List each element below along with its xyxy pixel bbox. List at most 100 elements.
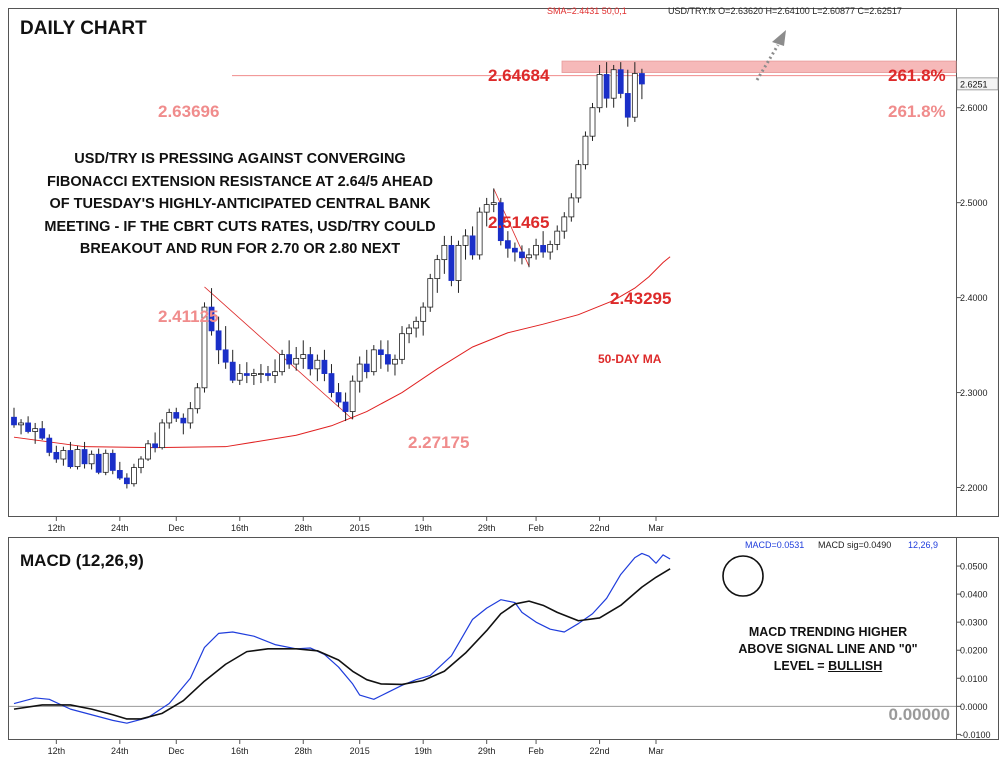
candle [420, 302, 427, 336]
zero-level-label: 0.00000 [889, 705, 950, 724]
date-axis-label: 24th [111, 746, 129, 756]
commentary-line: MEETING - IF THE CBRT CUTS RATES, USD/TR… [44, 218, 436, 235]
macd-axis-label: 0.0100 [960, 674, 988, 684]
candle [631, 62, 638, 122]
candle [547, 240, 554, 260]
candle-body [131, 467, 137, 485]
candle [46, 434, 53, 457]
candle-body [286, 354, 293, 365]
level-label-2-27175: 2.27175 [408, 433, 469, 452]
breakout-arrow-head [772, 30, 786, 46]
level-label-2-63696: 2.63696 [158, 102, 219, 121]
candle-body [74, 449, 81, 468]
candle-body [385, 354, 391, 365]
candle [427, 273, 434, 312]
candle [81, 441, 88, 469]
candle-body [145, 443, 151, 460]
date-axis-label: 2015 [350, 523, 370, 533]
candle-body [60, 450, 67, 460]
candle-body [356, 363, 363, 382]
fib-extension-label-lower: 261.8% [888, 102, 946, 121]
level-label-2-64684: 2.64684 [488, 66, 550, 85]
macd-commentary-line: LEVEL = BULLISH [728, 658, 928, 675]
date-axis-label: 16th [231, 746, 249, 756]
level-label-2-43295: 2.43295 [610, 289, 671, 308]
macd-commentary-line: ABOVE SIGNAL LINE AND "0" [738, 642, 918, 656]
candle [293, 346, 300, 371]
candle-body [222, 349, 229, 363]
macd-axis-label: 0.0200 [960, 646, 988, 656]
candle [265, 365, 271, 382]
candle [533, 238, 539, 260]
macd-params-readout: 12,26,9 [908, 540, 938, 550]
macd-chart: 0.0500 0.0400 0.0300 0.0200 0.0100 0.0000 -0.0… [9, 552, 991, 740]
candle [610, 64, 617, 108]
candle-body [610, 69, 617, 99]
candle-body [349, 380, 356, 412]
candle-body [95, 453, 102, 473]
candle-body [229, 361, 236, 381]
macd-axis-label: 0.0400 [960, 590, 988, 600]
candle [526, 248, 532, 268]
candle [476, 207, 483, 260]
candle-body [519, 251, 525, 259]
candle [434, 254, 441, 293]
candle-body [617, 69, 624, 94]
candle [497, 197, 504, 246]
candle [300, 340, 307, 369]
candle [25, 416, 32, 434]
candle [519, 245, 525, 265]
candle-body [363, 363, 370, 373]
candle [18, 419, 24, 435]
signal-line [13, 568, 671, 720]
candle [561, 212, 568, 239]
candle-body [603, 74, 610, 99]
candle-body [638, 73, 645, 85]
date-axis-label: 29th [478, 746, 496, 756]
candle-body [335, 392, 342, 403]
macd-signal-readout: MACD sig=0.0490 [818, 540, 891, 550]
candle [469, 226, 476, 260]
date-axis-label: 24th [111, 523, 129, 533]
candle [32, 422, 39, 444]
candle-body [399, 333, 405, 360]
date-axis-label: Dec [168, 523, 185, 533]
macd-axis-label: 0.0300 [960, 618, 988, 628]
candle [342, 392, 349, 422]
candle [102, 449, 109, 476]
candle-body [109, 452, 116, 471]
candle-body [180, 417, 187, 424]
candle [39, 421, 46, 441]
candle [250, 368, 257, 385]
ohlc-readout: USD/TRY.fx O=2.63620 H=2.64100 L=2.60877… [668, 6, 902, 16]
candle-body [575, 164, 582, 199]
candle-body [427, 278, 434, 308]
date-axis-label: 28th [294, 523, 312, 533]
candle-body [321, 359, 328, 374]
candle-body [413, 320, 420, 329]
price-axis-label: 2.3000 [960, 388, 988, 398]
candle [455, 240, 462, 293]
last-price-box [956, 77, 999, 91]
candle-body [39, 428, 46, 439]
candle-body [293, 357, 300, 365]
candle [173, 407, 180, 422]
candle [399, 326, 405, 365]
candle [67, 441, 74, 469]
price-commentary: USD/TRY IS PRESSING AGAINST CONVERGING F… [30, 148, 450, 261]
date-axis-label: 29th [478, 523, 496, 533]
price-axis-panel [956, 8, 999, 517]
candle [321, 349, 328, 382]
candle [201, 302, 208, 393]
candle-body [420, 306, 427, 322]
candle [109, 449, 116, 475]
date-axis-label: Feb [528, 746, 544, 756]
candle [123, 473, 130, 489]
candle-body [123, 477, 130, 485]
date-axis-label: Mar [648, 746, 664, 756]
date-axis-label: 2015 [350, 746, 370, 756]
candle [131, 463, 137, 487]
level-label-2-41125: 2.41125 [158, 307, 219, 326]
candle [512, 242, 518, 262]
